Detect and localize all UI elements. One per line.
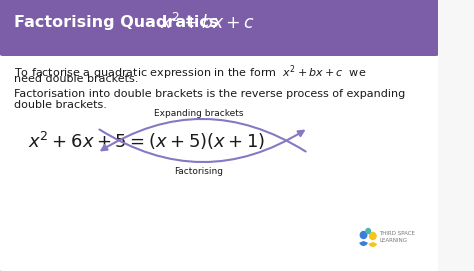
Text: Factorising Quadratics: Factorising Quadratics bbox=[14, 15, 218, 31]
Text: $x^2 + 6x + 5 = (x+5)(x+1)$: $x^2 + 6x + 5 = (x+5)(x+1)$ bbox=[28, 130, 265, 152]
Text: To factorise a quadratic expression in the form  $x^2 + bx + c$  we: To factorise a quadratic expression in t… bbox=[14, 63, 366, 82]
Circle shape bbox=[370, 233, 376, 240]
FancyBboxPatch shape bbox=[0, 0, 439, 56]
Circle shape bbox=[360, 231, 367, 238]
Text: double brackets.: double brackets. bbox=[14, 100, 107, 110]
FancyArrowPatch shape bbox=[101, 119, 306, 151]
Text: Factorising: Factorising bbox=[174, 166, 223, 176]
Text: Expanding brackets: Expanding brackets bbox=[154, 108, 244, 118]
FancyArrowPatch shape bbox=[100, 130, 304, 162]
Text: $x^2 + bx + c$: $x^2 + bx + c$ bbox=[160, 13, 255, 33]
Text: need double brackets.: need double brackets. bbox=[14, 74, 138, 84]
FancyBboxPatch shape bbox=[0, 0, 439, 271]
Bar bbox=[3, 42, 436, 52]
Wedge shape bbox=[368, 242, 377, 247]
Text: Factorisation into double brackets is the reverse process of expanding: Factorisation into double brackets is th… bbox=[14, 89, 405, 99]
Wedge shape bbox=[359, 241, 368, 246]
Text: THIRD SPACE
LEARNING: THIRD SPACE LEARNING bbox=[379, 231, 415, 243]
Circle shape bbox=[366, 228, 371, 234]
